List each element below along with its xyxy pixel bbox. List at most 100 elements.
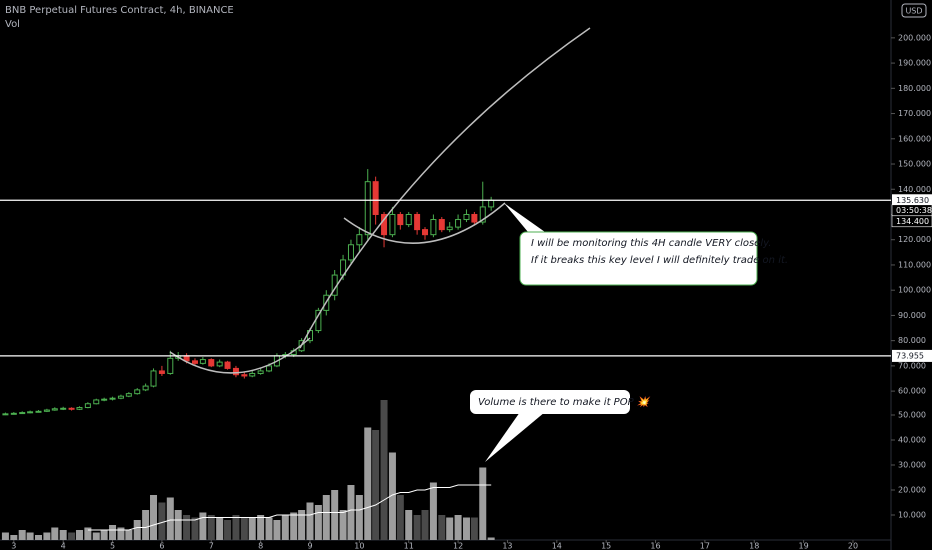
candle-body: [471, 213, 478, 223]
x-tick-label: 19: [799, 542, 809, 550]
y-tick-label: 70.000: [898, 361, 926, 370]
volume-bar: [331, 490, 339, 540]
candle-body: [167, 357, 174, 374]
callout-box[interactable]: [519, 231, 758, 286]
volume-bar: [10, 535, 18, 540]
x-tick-label: 9: [307, 542, 312, 550]
candle-body: [241, 374, 248, 377]
x-tick-label: 4: [61, 542, 66, 550]
x-tick-label: 12: [453, 542, 463, 550]
candle-body: [2, 413, 9, 416]
level-label: 73.955: [896, 351, 924, 360]
volume-bar: [429, 482, 437, 540]
currency-badge[interactable]: [901, 3, 927, 18]
y2-tick-label: 40.000: [898, 436, 926, 445]
volume-bar: [339, 510, 347, 540]
volume-bar: [314, 505, 322, 540]
volume-bar: [372, 430, 380, 540]
y-tick-label: 200.000: [898, 33, 931, 42]
candle-body: [364, 181, 371, 236]
volume-bar: [100, 530, 108, 540]
candle-body: [10, 412, 17, 415]
candle-body: [158, 370, 165, 374]
volume-bar: [142, 510, 150, 540]
y-tick-label: 170.000: [898, 109, 931, 118]
volume-bar: [18, 530, 26, 540]
volume-bar: [133, 520, 141, 540]
candle-body: [101, 398, 108, 401]
candle-body: [389, 213, 396, 236]
x-tick-label: 18: [749, 542, 759, 550]
candle-body: [125, 393, 132, 397]
candle-body: [414, 213, 421, 231]
y2-tick-label: 20.000: [898, 486, 926, 495]
candle-body: [455, 219, 462, 228]
candle-body: [76, 407, 83, 410]
x-tick-label: 8: [258, 542, 263, 550]
x-tick-label: 14: [552, 542, 562, 550]
candle-body: [43, 409, 50, 412]
volume-bar: [59, 530, 67, 540]
volume-bar: [224, 520, 232, 540]
y-tick-label: 80.000: [898, 336, 926, 345]
candle-body: [216, 361, 223, 367]
volume-bar: [68, 532, 76, 540]
volume-bar: [257, 515, 265, 540]
volume-bar: [396, 495, 404, 540]
callout-box[interactable]: [470, 390, 630, 414]
parabola-curve: [299, 27, 591, 349]
candle-body: [488, 199, 495, 208]
volume-bar: [421, 510, 429, 540]
volume-bar: [281, 515, 289, 540]
volume-bar: [347, 485, 355, 540]
volume-bar: [117, 527, 125, 540]
level-label-box: [892, 194, 932, 207]
candle-body: [438, 219, 445, 231]
volume-bar: [462, 517, 470, 540]
plot: [1, 169, 495, 540]
volume-bar: [183, 515, 191, 540]
x-tick-label: 10: [354, 542, 364, 550]
volume-bar: [216, 517, 224, 540]
x-tick-label: 16: [650, 542, 660, 550]
price-badge: [891, 215, 932, 228]
candle-body: [356, 234, 363, 246]
volume-bar: [248, 517, 256, 540]
volume-bar: [273, 520, 281, 540]
volume-bar: [75, 530, 83, 540]
volume-bar: [207, 515, 215, 540]
candle-body: [142, 385, 149, 391]
x-tick-label: 17: [700, 542, 710, 550]
candle-body: [446, 226, 453, 231]
candle-body: [84, 403, 91, 409]
volume-bar: [487, 537, 495, 540]
y-tick-label: 160.000: [898, 134, 931, 143]
candle-body: [372, 181, 379, 215]
candle-body: [208, 359, 215, 367]
volume-bar: [388, 452, 396, 540]
volume-bar: [298, 510, 306, 540]
annotation-text: Volume is there to make it POP 💥: [478, 395, 652, 408]
volume-bar: [265, 517, 273, 540]
candle-body: [397, 213, 404, 226]
candle-body: [381, 213, 388, 236]
volume-bar: [413, 515, 421, 540]
x-tick-label: 15: [601, 542, 611, 550]
x-tick-label: 3: [11, 542, 16, 550]
volume-bar: [166, 497, 174, 540]
y-tick-label: 60.000: [898, 387, 926, 396]
candle-body: [347, 244, 354, 261]
candle-body: [150, 370, 157, 387]
y2-tick-label: 50.000: [898, 411, 926, 420]
x-tick-label: 11: [404, 542, 414, 550]
y-tick-label: 140.000: [898, 185, 931, 194]
volume-bar: [438, 515, 446, 540]
candle-body: [463, 213, 470, 221]
volume-bar: [355, 495, 363, 540]
volume-bar: [92, 532, 100, 540]
candle-body: [51, 408, 58, 411]
candle-body: [266, 365, 273, 372]
volume-bar: [43, 532, 51, 540]
candle-body: [27, 411, 34, 414]
volume-bar: [322, 495, 330, 540]
